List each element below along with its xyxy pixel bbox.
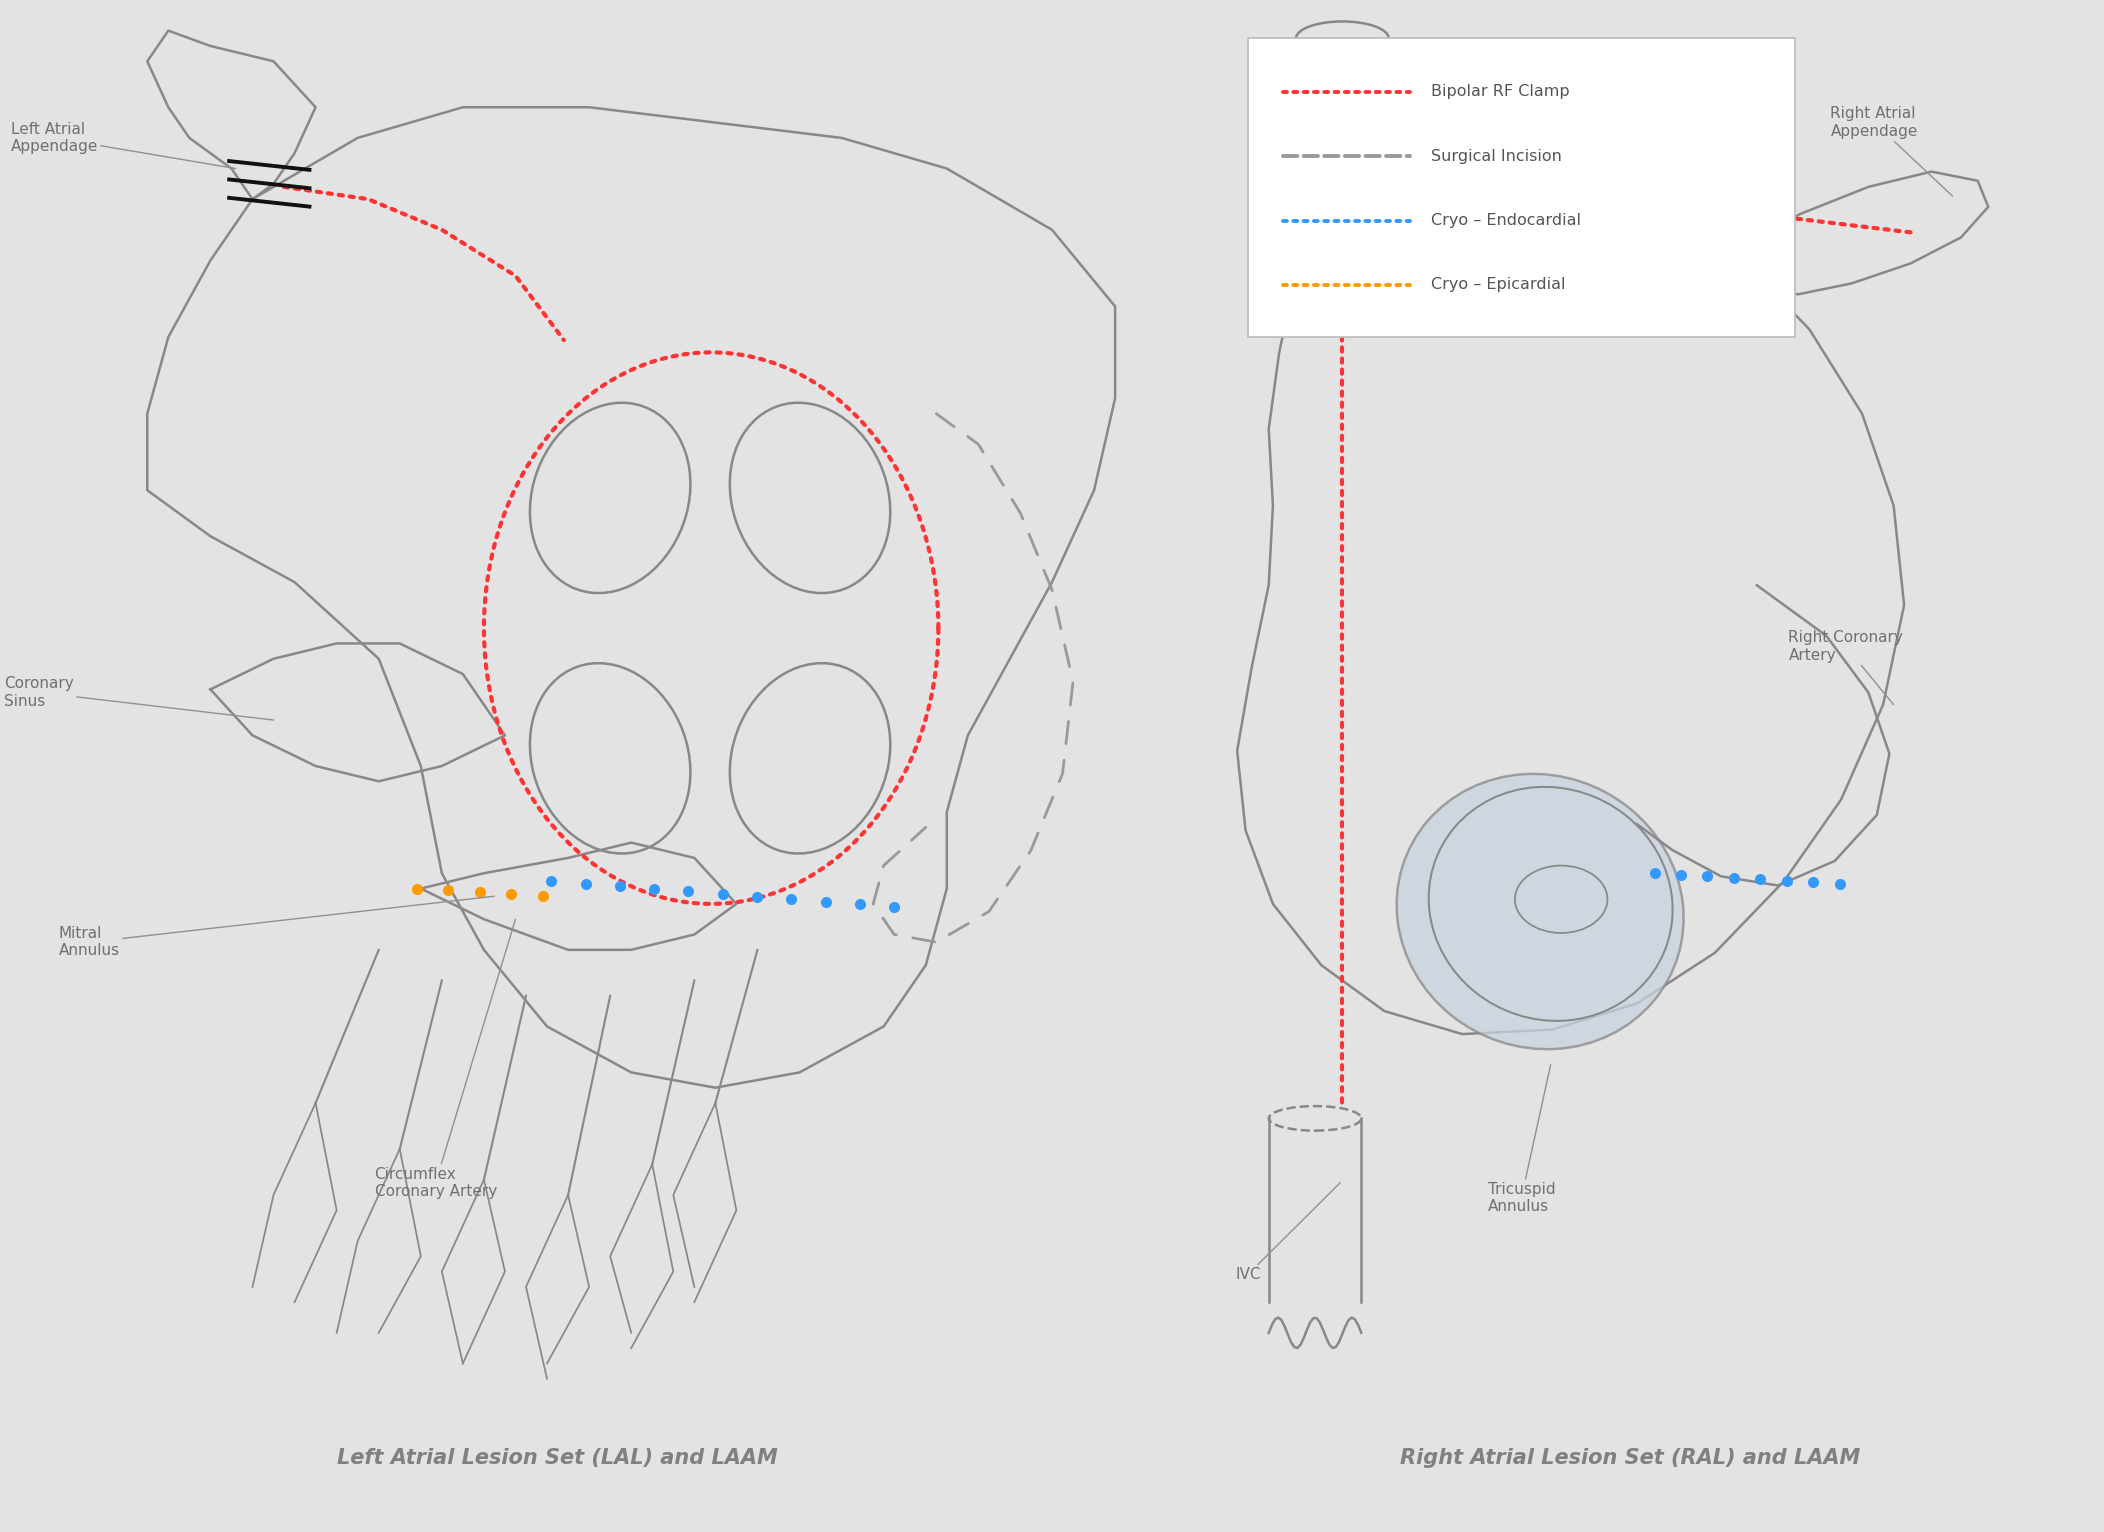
Text: IVC: IVC (1235, 1183, 1340, 1282)
Text: Surgical Incision: Surgical Incision (1431, 149, 1561, 164)
Text: Bipolar RF Clamp: Bipolar RF Clamp (1431, 84, 1570, 100)
Text: Tricuspid
Annulus: Tricuspid Annulus (1488, 1065, 1555, 1215)
Text: Cryo – Endocardial: Cryo – Endocardial (1431, 213, 1580, 228)
Text: Mitral
Annulus: Mitral Annulus (59, 896, 494, 959)
Text: Coronary
Sinus: Coronary Sinus (4, 676, 274, 720)
FancyBboxPatch shape (1248, 38, 1795, 337)
Text: Right Coronary
Artery: Right Coronary Artery (1788, 630, 1904, 705)
Text: Left Atrial
Appendage: Left Atrial Appendage (11, 121, 236, 169)
Text: Left Atrial Lesion Set (LAL) and LAAM: Left Atrial Lesion Set (LAL) and LAAM (337, 1448, 778, 1469)
Text: Right Atrial
Appendage: Right Atrial Appendage (1830, 106, 1953, 196)
Text: Right Atrial Lesion Set (RAL) and LAAM: Right Atrial Lesion Set (RAL) and LAAM (1401, 1448, 1860, 1469)
Text: Cryo – Epicardial: Cryo – Epicardial (1431, 277, 1565, 293)
Ellipse shape (1397, 774, 1683, 1049)
Text: SVC: SVC (1304, 100, 1359, 184)
Text: Circumflex
Coronary Artery: Circumflex Coronary Artery (375, 919, 515, 1200)
